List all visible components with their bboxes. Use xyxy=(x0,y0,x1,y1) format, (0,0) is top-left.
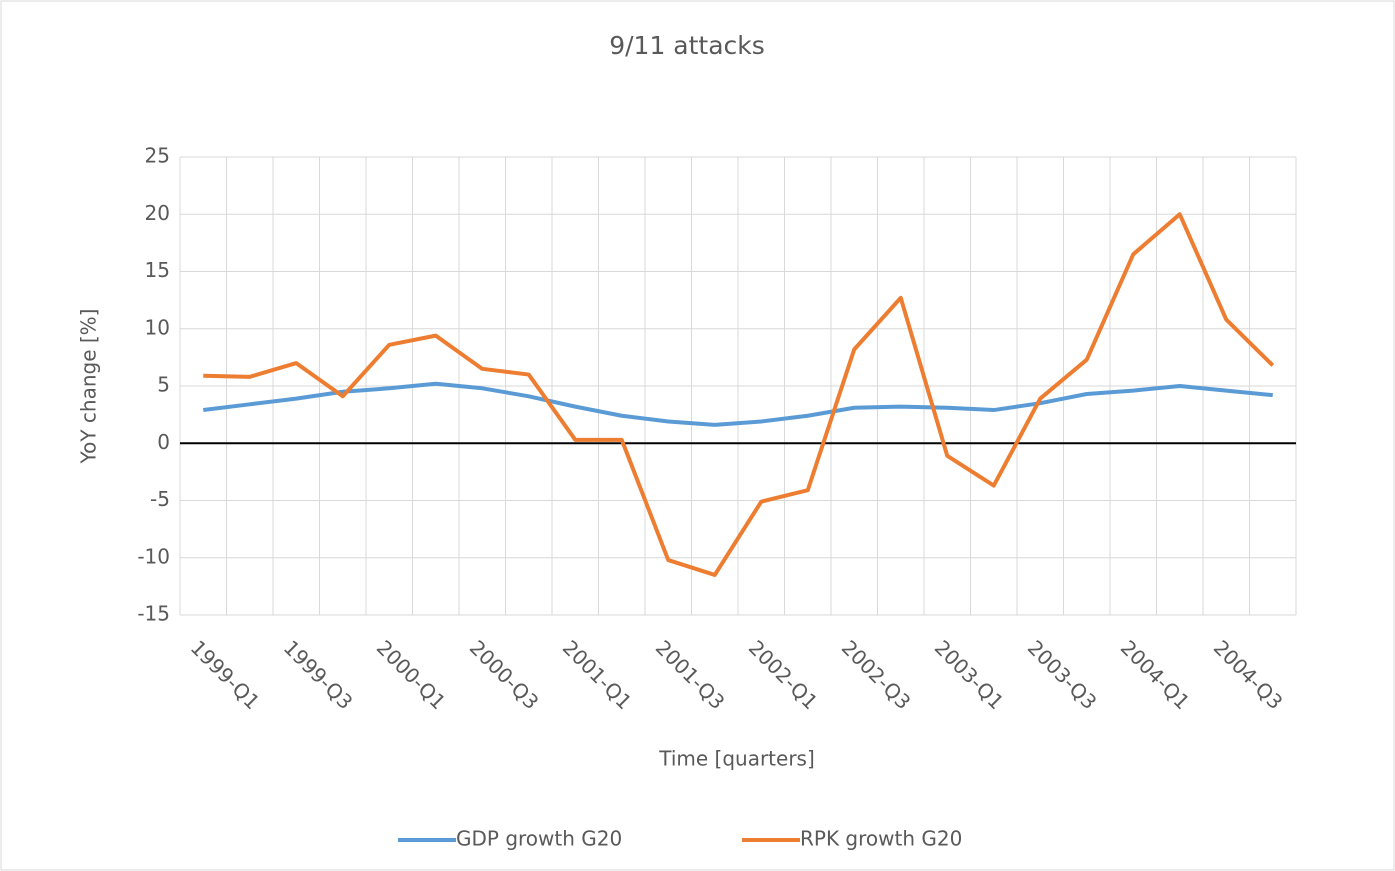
y-axis-label: YoY change [%] xyxy=(77,309,101,465)
y-tick-label: 5 xyxy=(157,373,170,397)
y-tick-label: 25 xyxy=(145,144,170,168)
legend-label: GDP growth G20 xyxy=(456,827,622,851)
y-tick-label: 15 xyxy=(145,258,170,282)
y-tick-label: -10 xyxy=(137,544,170,568)
y-tick-label: 20 xyxy=(145,201,170,225)
legend-label: RPK growth G20 xyxy=(800,827,962,851)
y-tick-label: 10 xyxy=(145,315,170,339)
y-tick-label: -15 xyxy=(137,602,170,626)
chart-title: 9/11 attacks xyxy=(609,31,765,60)
series-line xyxy=(203,212,1275,577)
x-axis-label: Time [quarters] xyxy=(658,747,815,771)
y-tick-label: 0 xyxy=(157,430,170,454)
series-line xyxy=(203,381,1273,427)
y-tick-label: -5 xyxy=(150,487,170,511)
